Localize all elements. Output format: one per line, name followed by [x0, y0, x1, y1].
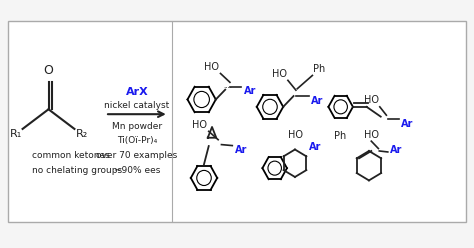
Text: over 70 examples: over 70 examples	[97, 151, 178, 160]
Text: nickel catalyst: nickel catalyst	[104, 101, 170, 110]
Text: Ar: Ar	[311, 96, 324, 106]
Text: R₂: R₂	[76, 129, 89, 139]
Text: Ti(Oï-Pr)₄: Ti(Oï-Pr)₄	[117, 136, 157, 145]
Text: Ar: Ar	[235, 145, 247, 155]
Text: ....: ....	[223, 83, 232, 89]
Text: Ph: Ph	[313, 64, 326, 74]
Text: HO: HO	[192, 120, 207, 130]
Text: common ketones: common ketones	[32, 151, 110, 160]
Text: HO: HO	[272, 69, 287, 79]
Text: no chelating groups: no chelating groups	[32, 166, 122, 175]
Text: O: O	[44, 64, 54, 77]
Text: Ar: Ar	[390, 145, 402, 155]
Text: Ph: Ph	[334, 131, 346, 141]
Text: HO: HO	[288, 130, 303, 140]
Text: ~90% ees: ~90% ees	[114, 166, 160, 175]
Text: Mn powder: Mn powder	[112, 122, 162, 130]
Text: HO: HO	[364, 130, 379, 140]
Text: Ar: Ar	[244, 86, 256, 96]
Text: R₁: R₁	[9, 129, 22, 139]
Text: HO: HO	[203, 62, 219, 71]
Text: Ar: Ar	[401, 119, 413, 129]
FancyBboxPatch shape	[9, 21, 465, 222]
Text: HO: HO	[364, 95, 379, 105]
Text: Ar: Ar	[309, 142, 321, 152]
Text: ArX: ArX	[126, 87, 148, 97]
